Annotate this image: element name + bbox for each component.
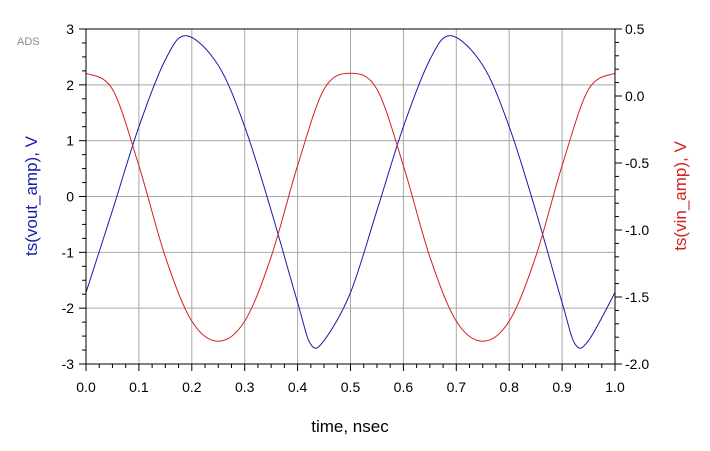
x-tick-label: 0.8 [499,379,519,395]
x-tick-label: 0.3 [235,379,255,395]
x-tick-label: 0.4 [288,379,308,395]
x-axis-title: time, nsec [311,417,389,436]
x-tick-label: 0.7 [447,379,467,395]
right-y-tick-label: 0.0 [625,88,645,104]
x-tick-label: 0.1 [129,379,149,395]
right-y-tick-label: -1.5 [625,289,649,305]
series-line-vin-amp [85,72,616,342]
x-tick-label: 0.2 [182,379,202,395]
right-y-axis-title: ts(vin_amp), V [671,141,690,251]
x-tick-label: 1.0 [605,379,625,395]
left-y-tick-label: -3 [62,356,75,372]
left-y-tick-label: -2 [62,300,75,316]
right-y-tick-label: 0.5 [625,21,645,37]
plot-frame [85,28,616,365]
right-y-tick-label: -1.0 [625,222,649,238]
left-y-tick-label: 3 [66,21,74,37]
ads-watermark: ADS [17,36,40,48]
x-tick-label: 0.5 [341,379,361,395]
series-line-vout-amp [85,35,616,349]
curves [85,35,616,349]
x-tick-label: 0.9 [552,379,572,395]
right-y-tick-label: -0.5 [625,155,649,171]
x-tick-label: 0.6 [394,379,414,395]
x-tick-label: 0.0 [76,379,96,395]
left-y-tick-label: 1 [66,133,74,149]
left-y-tick-label: -1 [62,244,75,260]
left-y-tick-label: 0 [66,189,74,205]
ticks: 0.0 0.1 0.2 0.3 0.4 0.5 0.6 0.7 0.8 0.9 1.0 3 2 1 0 -1 -… [62,21,650,395]
left-y-axis-title: ts(vout_amp), V [22,135,41,256]
right-y-tick-label: -2.0 [625,356,649,372]
left-y-tick-label: 2 [66,77,74,93]
grid [86,29,615,364]
